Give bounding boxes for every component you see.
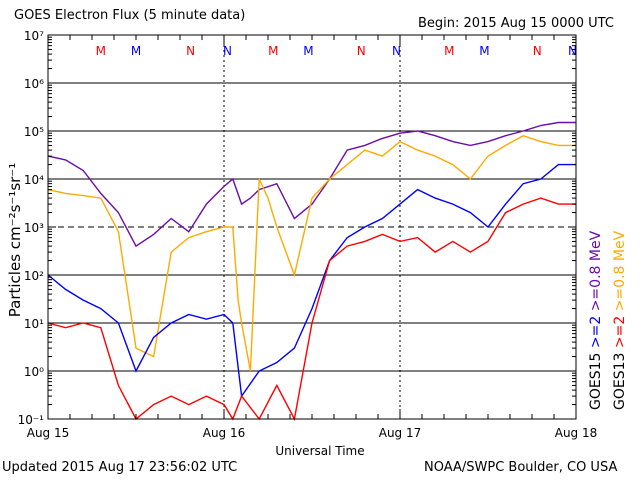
event-marker: M: [268, 44, 278, 58]
event-marker: M: [479, 44, 489, 58]
chart-title: GOES Electron Flux (5 minute data): [14, 8, 246, 23]
series-line: [47, 197, 576, 422]
begin-date: Begin: 2015 Aug 15 0000 UTC: [418, 16, 614, 31]
legend-item: >=0.8 MeV: [588, 230, 604, 311]
legend-satellite: GOES13: [612, 348, 628, 410]
x-tick-label: Aug 16: [203, 426, 246, 440]
y-tick-label: 10¹: [24, 317, 44, 331]
y-tick-label: 10⁻¹: [18, 413, 45, 427]
legend-item: >=2: [612, 311, 628, 348]
x-tick-label: Aug 17: [379, 426, 422, 440]
event-marker: M: [96, 44, 106, 58]
credit-text: NOAA/SWPC Boulder, CO USA: [424, 460, 618, 475]
y-tick-label: 10⁴: [24, 173, 44, 187]
legend-item: >=0.8 MeV: [612, 230, 628, 311]
legend-entry: GOES13 >=2 >=0.8 MeV: [612, 230, 628, 410]
y-tick-label: 10⁶: [24, 77, 44, 91]
series-line: [47, 121, 576, 248]
legend-item: >=2: [588, 311, 604, 348]
event-marker: N: [533, 44, 542, 58]
event-marker: N: [357, 44, 366, 58]
y-tick-label: 10²: [24, 269, 44, 283]
series-line: [47, 163, 576, 398]
event-marker: N: [186, 44, 195, 58]
x-axis-ticks: Aug 15 Aug 16 Aug 17 Aug 18: [27, 35, 598, 440]
legend-satellite: GOES15: [588, 348, 604, 410]
legend-entry: GOES15 >=2 >=0.8 MeV: [588, 230, 604, 410]
y-tick-label: 10⁵: [24, 125, 44, 139]
y-tick-label: 10⁷: [24, 29, 44, 43]
y-tick-label: 10⁰: [24, 365, 44, 379]
event-marker: M: [131, 44, 141, 58]
event-marker: M: [444, 44, 454, 58]
y-axis-ticks: 10⁻¹ 10⁰ 10¹ 10² 10³ 10⁴ 10⁵ 10⁶ 10⁷: [18, 29, 576, 427]
x-tick-label: Aug 15: [27, 426, 70, 440]
updated-timestamp: Updated 2015 Aug 17 23:56:02 UTC: [2, 460, 238, 475]
series-line: [47, 134, 576, 372]
y-tick-label: 10³: [24, 221, 44, 235]
x-axis-label: Universal Time: [275, 444, 364, 458]
event-marker: N: [392, 44, 401, 58]
event-marker: M: [303, 44, 313, 58]
event-marker: N: [223, 44, 232, 58]
chart-series: [47, 121, 576, 422]
y-axis-label: Particles cm⁻²s⁻¹sr⁻¹: [6, 163, 24, 317]
x-tick-label: Aug 18: [555, 426, 598, 440]
event-marker: N: [568, 44, 577, 58]
